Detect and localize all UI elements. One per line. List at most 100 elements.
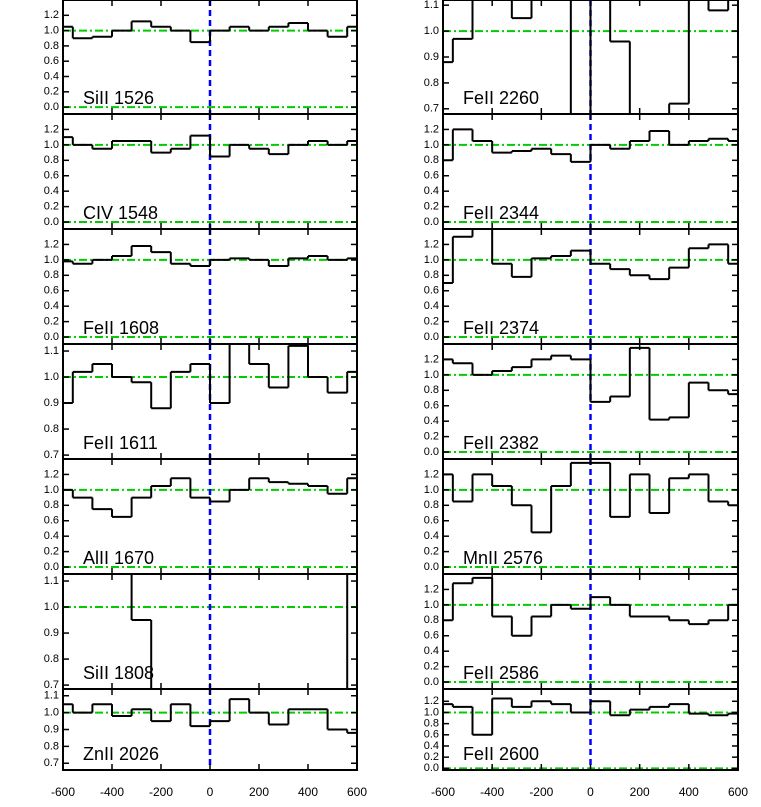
panel-label: MnII 2576 — [463, 548, 543, 568]
panel — [63, 344, 357, 459]
x-tick-label: 600 — [728, 785, 748, 799]
panel — [63, 229, 357, 344]
panel-label: FeII 2374 — [463, 318, 539, 338]
y-tick-label: 0.2 — [44, 201, 59, 213]
y-tick-label: 1.2 — [424, 468, 439, 480]
y-tick-label: 0.6 — [44, 285, 59, 297]
y-tick-label: 1.0 — [44, 601, 59, 613]
panel — [63, 0, 357, 114]
y-tick-label: 0.2 — [424, 751, 439, 763]
y-tick-label: 0.4 — [44, 185, 59, 197]
x-tick-label: -600 — [431, 785, 455, 799]
x-tick-label: -200 — [149, 785, 173, 799]
y-tick-label: 0.8 — [44, 653, 59, 665]
y-tick-label: 0.4 — [44, 530, 59, 542]
panel-label: FeII 2382 — [463, 433, 539, 453]
y-tick-label: 0.4 — [424, 645, 439, 657]
y-tick-label: 0.9 — [44, 627, 59, 639]
y-tick-label: 0.8 — [424, 154, 439, 166]
y-tick-label: 1.1 — [44, 690, 59, 702]
panel — [63, 114, 357, 229]
y-tick-label: 0.4 — [424, 530, 439, 542]
y-tick-label: 0.6 — [44, 515, 59, 527]
y-tick-label: 0.2 — [44, 86, 59, 98]
y-tick-label: 0.6 — [424, 170, 439, 182]
y-tick-label: 0.0 — [44, 216, 59, 228]
y-tick-label: 0.8 — [424, 269, 439, 281]
x-tick-label: 0 — [587, 785, 594, 799]
panel — [63, 459, 357, 574]
y-tick-label: 0.8 — [424, 77, 439, 89]
y-tick-label: 1.0 — [44, 707, 59, 719]
y-tick-label: 0.8 — [44, 269, 59, 281]
x-tick-label: 400 — [679, 785, 699, 799]
y-tick-label: 1.0 — [44, 254, 59, 266]
y-tick-label: 0.7 — [44, 679, 59, 691]
y-tick-label: 0.2 — [424, 431, 439, 443]
y-tick-label: 0.8 — [424, 614, 439, 626]
panel — [63, 574, 357, 689]
y-tick-label: 1.0 — [44, 139, 59, 151]
y-tick-label: 0.0 — [424, 561, 439, 573]
y-tick-label: 1.0 — [424, 484, 439, 496]
y-tick-label: 0.9 — [424, 51, 439, 63]
y-tick-label: 0.8 — [44, 740, 59, 752]
panel — [443, 574, 738, 689]
y-tick-label: 1.1 — [44, 345, 59, 357]
y-tick-label: 0.0 — [424, 446, 439, 458]
y-tick-label: 0.7 — [44, 757, 59, 769]
y-tick-label: 0.4 — [424, 415, 439, 427]
y-tick-label: 0.8 — [424, 384, 439, 396]
panel-label: AlII 1670 — [83, 548, 154, 568]
panel-label: FeII 1608 — [83, 318, 159, 338]
panel-label: ZnII 2026 — [83, 744, 159, 764]
y-tick-label: 1.2 — [424, 123, 439, 135]
y-tick-label: 0.2 — [424, 661, 439, 673]
panel-label: FeII 1611 — [83, 433, 158, 453]
y-tick-label: 1.0 — [424, 254, 439, 266]
x-tick-label: -200 — [529, 785, 553, 799]
x-tick-label: -400 — [480, 785, 504, 799]
x-tick-label: -400 — [100, 785, 124, 799]
panel-label: SiII 1526 — [83, 88, 154, 108]
y-tick-label: 0.0 — [44, 101, 59, 113]
panel — [63, 689, 357, 770]
y-tick-label: 0.8 — [424, 718, 439, 730]
y-tick-label: 0.2 — [44, 546, 59, 558]
y-tick-label: 0.0 — [424, 216, 439, 228]
y-tick-label: 0.8 — [44, 499, 59, 511]
y-tick-label: 0.2 — [424, 201, 439, 213]
y-tick-label: 0.6 — [424, 285, 439, 297]
y-tick-label: 0.6 — [424, 729, 439, 741]
y-tick-label: 0.8 — [44, 40, 59, 52]
y-tick-label: 0.9 — [44, 723, 59, 735]
y-tick-label: 0.8 — [44, 154, 59, 166]
y-tick-label: 0.0 — [44, 561, 59, 573]
y-tick-label: 0.4 — [424, 740, 439, 752]
y-tick-label: 0.9 — [44, 397, 59, 409]
y-tick-label: 1.0 — [424, 599, 439, 611]
y-tick-label: 0.8 — [424, 499, 439, 511]
y-tick-label: 0.6 — [44, 170, 59, 182]
y-tick-label: 1.2 — [44, 238, 59, 250]
y-tick-label: 0.4 — [424, 185, 439, 197]
x-tick-label: 0 — [207, 785, 214, 799]
x-tick-label: 200 — [630, 785, 650, 799]
panel-label: FeII 2260 — [463, 88, 539, 108]
y-tick-label: 0.0 — [44, 331, 59, 343]
y-tick-label: 0.7 — [424, 103, 439, 115]
y-tick-label: 1.2 — [44, 9, 59, 21]
y-tick-label: 1.2 — [424, 353, 439, 365]
y-tick-label: 1.1 — [424, 0, 439, 11]
x-tick-label: 600 — [347, 785, 367, 799]
panel — [443, 114, 738, 229]
y-tick-label: 1.0 — [44, 25, 59, 37]
y-tick-label: 1.0 — [424, 369, 439, 381]
y-tick-label: 0.7 — [44, 449, 59, 461]
y-tick-label: 0.4 — [44, 300, 59, 312]
y-tick-label: 1.0 — [424, 139, 439, 151]
y-tick-label: 0.2 — [424, 546, 439, 558]
y-tick-label: 1.2 — [424, 583, 439, 595]
